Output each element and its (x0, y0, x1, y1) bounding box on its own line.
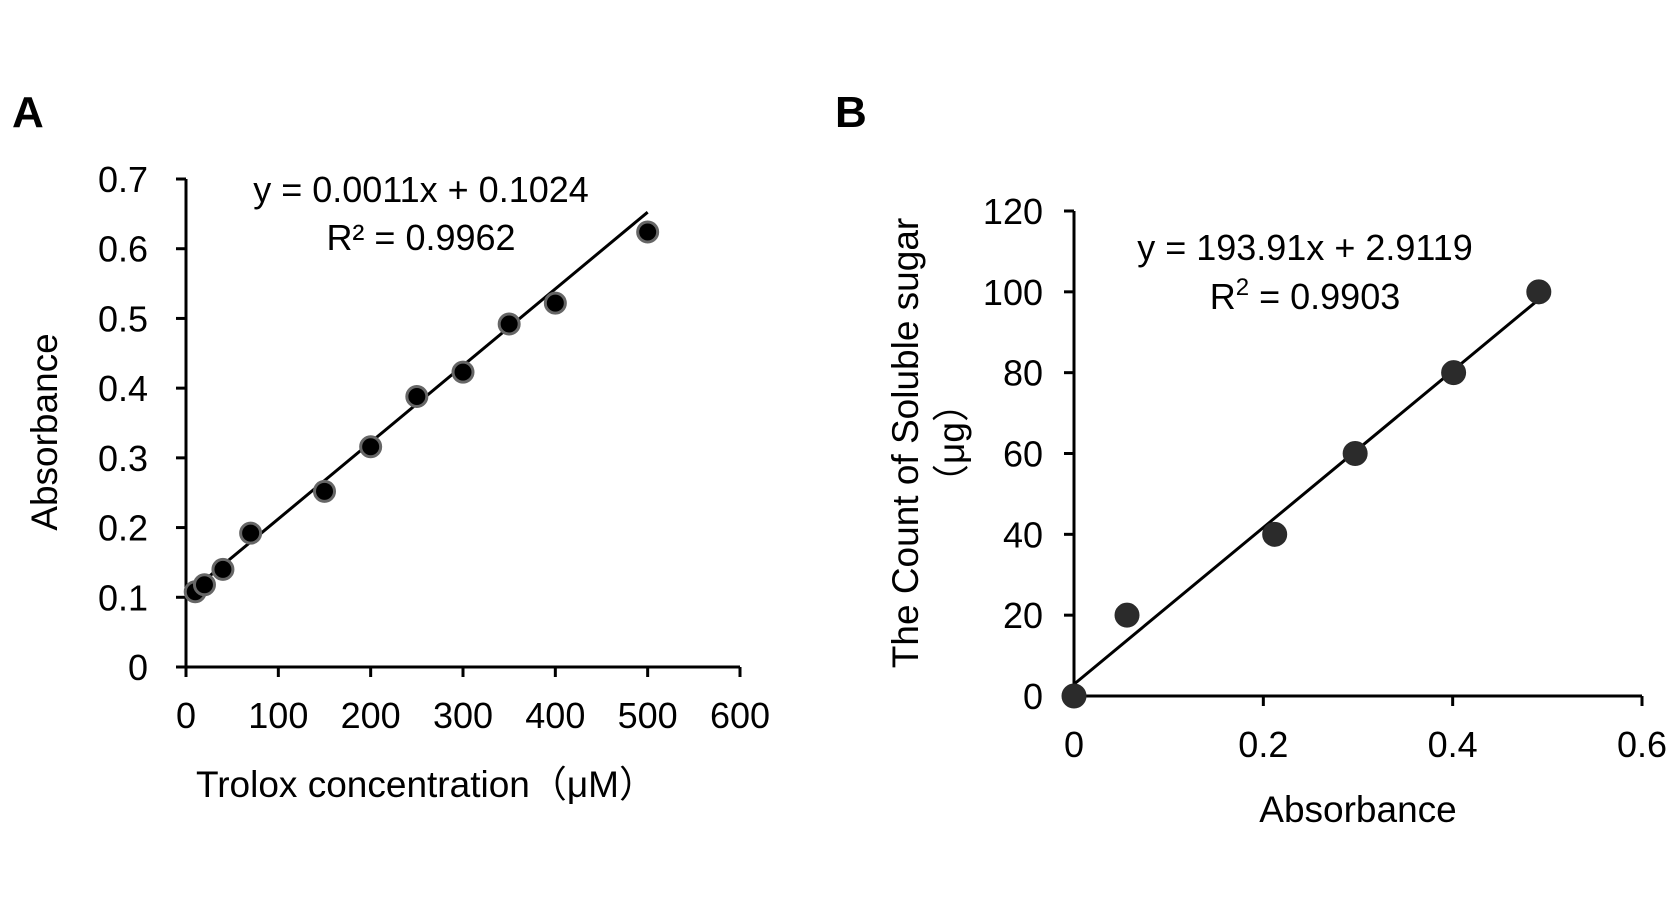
panel-b-y-tick-label: 20 (1003, 595, 1043, 636)
panel-a-y-tick-label: 0.2 (98, 508, 148, 549)
panel-a-data-point (636, 220, 660, 244)
panel-b-y-tick-label: 40 (1003, 514, 1043, 555)
panel-b-x-tick-label: 0.2 (1238, 724, 1288, 765)
panel-a-x-axis-title: Trolox concentration（μM） (196, 764, 656, 805)
panel-b-data-point (1526, 279, 1552, 305)
panel-a-x-tick-label: 100 (248, 695, 308, 736)
panel-b-y-axis-title-line2: （μg） (931, 385, 972, 501)
panel-a-y-tick-label: 0.6 (98, 229, 148, 270)
panel-b-data-point (1061, 683, 1087, 709)
panel-a-y-tick-label: 0.5 (98, 298, 148, 339)
panel-a-label: A (12, 88, 44, 137)
panel-a-data-point (543, 291, 567, 315)
panel-b-y-tick-label: 60 (1003, 434, 1043, 475)
panel-b-data-point (1114, 602, 1140, 628)
panel-b-r2-rest: = 0.9903 (1249, 276, 1400, 317)
panel-a: A 0 0.1 0.2 0.3 0.4 0.5 0.6 0.7 0 100 200 300 400 50… (12, 88, 770, 805)
panel-b-trendline (1073, 298, 1540, 686)
panel-a-data-point (192, 573, 216, 597)
panel-a-r2: R² = 0.9962 (326, 217, 515, 258)
panel-a-x-ticks: 0 100 200 300 400 500 600 (176, 667, 770, 736)
panel-a-data-point (497, 312, 521, 336)
panel-a-points (183, 220, 660, 604)
panel-b-equation: y = 193.91x + 2.9119 (1137, 227, 1473, 268)
panel-b-data-point (1441, 360, 1467, 386)
panel-a-x-tick-label: 0 (176, 695, 196, 736)
panel-a-x-tick-label: 300 (433, 695, 493, 736)
panel-b-r2: R2 = 0.9903 (1210, 274, 1401, 317)
panel-a-x-tick-label: 200 (341, 695, 401, 736)
panel-a-y-tick-label: 0.4 (98, 368, 148, 409)
panel-b: B 0 20 40 60 80 100 120 0 0.2 0.4 0.6 y = 193.91x… (835, 88, 1667, 830)
panel-a-y-axis-title: Absorbance (24, 333, 65, 530)
panel-b-x-tick-label: 0.4 (1428, 724, 1478, 765)
panel-a-data-point (211, 557, 235, 581)
panel-a-data-point (405, 385, 429, 409)
panel-a-x-tick-label: 500 (618, 695, 678, 736)
panel-a-y-tick-label: 0 (128, 647, 148, 688)
panel-b-y-ticks: 0 20 40 60 80 100 120 (983, 191, 1074, 717)
panel-b-x-tick-label: 0.6 (1617, 724, 1667, 765)
panel-a-data-point (359, 435, 383, 459)
panel-b-x-ticks: 0 0.2 0.4 0.6 (1064, 696, 1667, 765)
panel-a-x-tick-label: 400 (525, 695, 585, 736)
panel-b-data-point (1342, 441, 1368, 466)
panel-b-y-tick-label: 0 (1023, 676, 1043, 717)
panel-b-data-point (1262, 521, 1288, 547)
panel-b-r2-prefix: R (1210, 276, 1236, 317)
panel-a-y-tick-label: 0.1 (98, 577, 148, 618)
panel-a-data-point (313, 479, 336, 503)
panel-b-y-tick-label: 80 (1003, 353, 1043, 394)
panel-b-points (1061, 279, 1552, 709)
panel-a-data-point (451, 360, 475, 384)
panel-b-r2-sup: 2 (1236, 274, 1249, 301)
panel-b-y-tick-label: 100 (983, 272, 1043, 313)
panel-b-x-axis-title: Absorbance (1259, 789, 1456, 830)
panel-a-x-tick-label: 600 (710, 695, 770, 736)
panel-a-data-point (239, 521, 263, 545)
panel-b-y-tick-label: 120 (983, 191, 1043, 232)
panel-a-y-ticks: 0 0.1 0.2 0.3 0.4 0.5 0.6 0.7 (98, 159, 186, 688)
panel-b-x-tick-label: 0 (1064, 724, 1084, 765)
panel-a-y-tick-label: 0.3 (98, 438, 148, 479)
panel-a-equation: y = 0.0011x + 0.1024 (253, 169, 589, 210)
panel-b-label: B (835, 88, 867, 137)
panel-a-y-tick-label: 0.7 (98, 159, 148, 200)
panel-b-y-axis-title-line1: The Count of Soluble sugar (885, 218, 926, 668)
